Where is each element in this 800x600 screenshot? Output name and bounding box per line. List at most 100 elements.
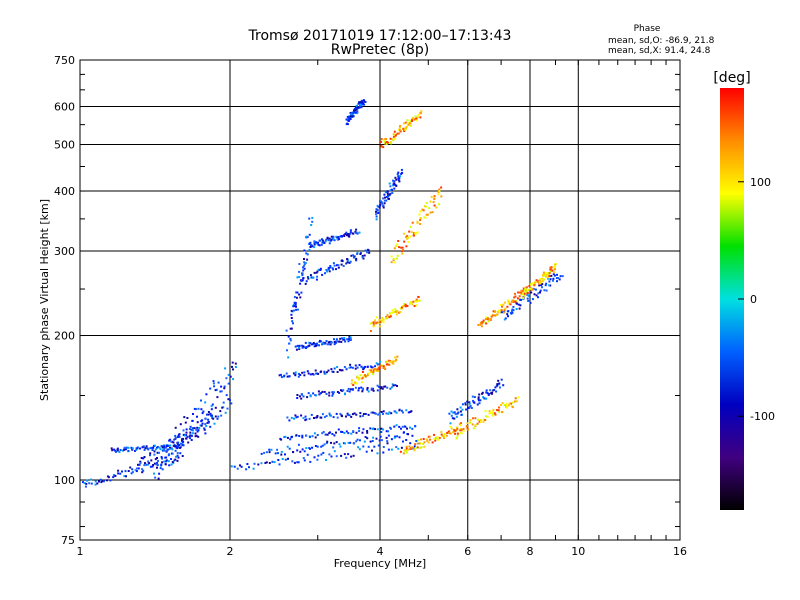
echo-point bbox=[127, 446, 130, 449]
echo-point bbox=[375, 321, 378, 324]
echo-point bbox=[303, 267, 306, 270]
echo-point bbox=[196, 421, 199, 424]
echo-point bbox=[398, 425, 401, 428]
echo-point bbox=[422, 209, 425, 212]
echo-point bbox=[512, 309, 515, 312]
echo-point bbox=[356, 104, 358, 107]
echo-point bbox=[403, 425, 406, 428]
echo-point bbox=[402, 249, 405, 252]
echo-point bbox=[450, 427, 453, 430]
echo-point bbox=[378, 325, 381, 328]
echo-point bbox=[153, 472, 155, 475]
echo-point bbox=[227, 373, 230, 376]
echo-point bbox=[168, 448, 171, 451]
echo-point bbox=[321, 413, 324, 416]
echo-point bbox=[337, 236, 340, 239]
echo-point bbox=[301, 274, 304, 277]
echo-point bbox=[552, 273, 555, 276]
echo-point bbox=[386, 314, 389, 317]
echo-point bbox=[200, 399, 202, 402]
echo-point bbox=[347, 432, 350, 435]
echo-point bbox=[145, 445, 148, 448]
echo-point bbox=[473, 396, 476, 399]
echo-point bbox=[362, 445, 365, 448]
echo-point bbox=[410, 231, 413, 234]
echo-point bbox=[173, 459, 176, 462]
echo-point bbox=[491, 392, 493, 395]
echo-point bbox=[183, 416, 186, 419]
echo-point bbox=[401, 306, 403, 309]
echo-point bbox=[494, 314, 497, 317]
y-axis-label: Stationary phase Virtual Height [km] bbox=[38, 199, 51, 401]
echo-point bbox=[99, 478, 102, 481]
echo-point bbox=[369, 427, 372, 430]
echo-point bbox=[554, 268, 556, 271]
echo-point bbox=[362, 428, 365, 431]
echo-point bbox=[392, 384, 395, 387]
echo-point bbox=[342, 233, 345, 236]
echo-point bbox=[454, 432, 457, 435]
echo-point bbox=[478, 402, 481, 405]
echo-point bbox=[191, 427, 194, 430]
echo-point bbox=[135, 467, 138, 470]
echo-point bbox=[321, 432, 324, 435]
echo-point bbox=[548, 284, 551, 287]
echo-point bbox=[381, 387, 384, 390]
echo-point bbox=[332, 262, 335, 265]
echo-point bbox=[125, 446, 128, 449]
echo-point bbox=[386, 192, 389, 195]
echo-point bbox=[468, 402, 471, 405]
echo-point bbox=[413, 449, 416, 452]
echo-point bbox=[436, 436, 439, 439]
echo-point bbox=[330, 341, 333, 344]
echo-point bbox=[379, 435, 382, 438]
echo-point bbox=[288, 447, 291, 450]
echo-point bbox=[451, 417, 454, 420]
echo-point bbox=[434, 437, 437, 440]
echo-point bbox=[313, 345, 316, 348]
echo-point bbox=[302, 457, 305, 460]
echo-point bbox=[375, 208, 378, 211]
echo-point bbox=[181, 444, 184, 447]
echo-point bbox=[504, 307, 507, 310]
echo-point bbox=[182, 429, 185, 432]
echo-point bbox=[90, 478, 93, 481]
echo-point bbox=[390, 255, 393, 258]
echo-point bbox=[328, 412, 331, 415]
echo-point bbox=[366, 437, 369, 440]
x-tick-label: 4 bbox=[377, 545, 384, 558]
y-tick-label: 100 bbox=[54, 474, 75, 487]
echo-point bbox=[349, 366, 352, 369]
echo-point bbox=[359, 374, 362, 377]
echo-point bbox=[501, 311, 504, 314]
echo-point bbox=[346, 116, 349, 118]
echo-point bbox=[498, 406, 500, 409]
echo-point bbox=[359, 415, 362, 418]
echo-point bbox=[349, 112, 352, 114]
echo-point bbox=[321, 273, 324, 276]
echo-point bbox=[159, 448, 162, 451]
echo-point bbox=[160, 444, 163, 447]
echo-point bbox=[402, 452, 405, 455]
echo-point bbox=[354, 367, 357, 370]
echo-point bbox=[245, 468, 248, 471]
echo-point bbox=[382, 197, 385, 200]
echo-point bbox=[387, 412, 390, 415]
echo-point bbox=[372, 389, 375, 392]
echo-point bbox=[324, 372, 327, 375]
echo-point bbox=[356, 106, 359, 109]
echo-point bbox=[411, 434, 414, 437]
echo-point bbox=[280, 373, 282, 376]
echo-point bbox=[511, 308, 514, 311]
echo-point bbox=[285, 372, 288, 375]
echo-point bbox=[418, 213, 421, 216]
echo-point bbox=[173, 444, 176, 446]
echo-point bbox=[305, 280, 308, 283]
echo-point bbox=[393, 247, 396, 250]
echo-point bbox=[327, 343, 330, 346]
echo-point bbox=[476, 422, 479, 425]
echo-point bbox=[394, 384, 397, 387]
echo-point bbox=[309, 394, 312, 397]
echo-point bbox=[347, 453, 350, 456]
echo-point bbox=[340, 389, 342, 392]
